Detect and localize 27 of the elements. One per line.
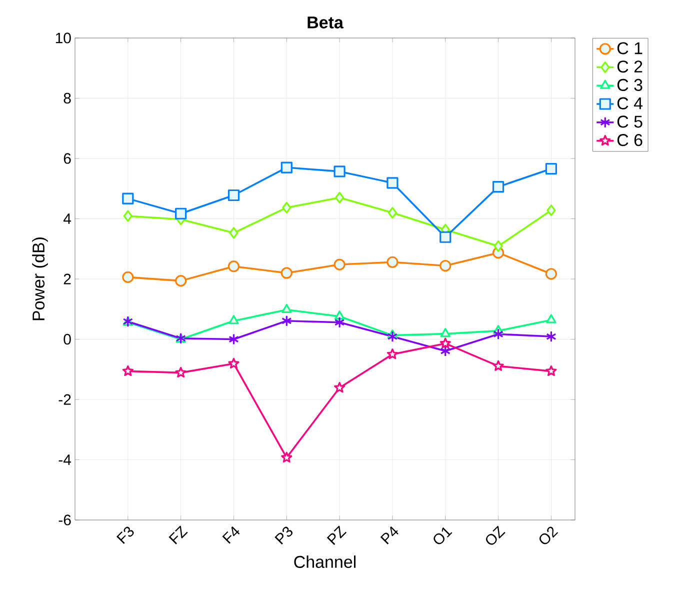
y-tick-label: 10 bbox=[56, 32, 71, 44]
x-tick-label: O2 bbox=[539, 526, 558, 544]
legend-label: C 2 bbox=[617, 60, 642, 73]
y-tick-label: 4 bbox=[63, 214, 72, 224]
x-tick-label: P4 bbox=[380, 526, 398, 544]
y-tick-label: 6 bbox=[64, 153, 71, 164]
x-tick-label: F3 bbox=[116, 526, 134, 544]
legend-label: C 3 bbox=[617, 78, 642, 91]
legend-label: C 4 bbox=[617, 97, 643, 110]
x-tick-label: FZ bbox=[168, 526, 188, 544]
legend-label: C 1 bbox=[617, 42, 642, 54]
x-axis-title: Channel bbox=[294, 555, 356, 568]
y-tick-label: -2 bbox=[58, 394, 71, 405]
y-tick-label: -4 bbox=[58, 454, 72, 465]
chart-title: Beta bbox=[308, 16, 344, 28]
legend-label: C 5 bbox=[617, 116, 642, 128]
y-tick-label: 0 bbox=[64, 334, 71, 345]
x-tick-label: F4 bbox=[222, 526, 240, 544]
y-tick-label: 2 bbox=[64, 274, 71, 284]
x-tick-label: PZ bbox=[326, 526, 347, 545]
x-tick-label: O1 bbox=[434, 527, 452, 544]
y-tick-label: -6 bbox=[58, 514, 71, 526]
legend-label: C 6 bbox=[617, 134, 642, 146]
y-tick-label: 8 bbox=[64, 92, 71, 104]
y-axis-title: Power (dB) bbox=[32, 238, 48, 320]
x-tick-label: OZ bbox=[486, 526, 506, 545]
x-tick-label: P3 bbox=[274, 526, 292, 545]
